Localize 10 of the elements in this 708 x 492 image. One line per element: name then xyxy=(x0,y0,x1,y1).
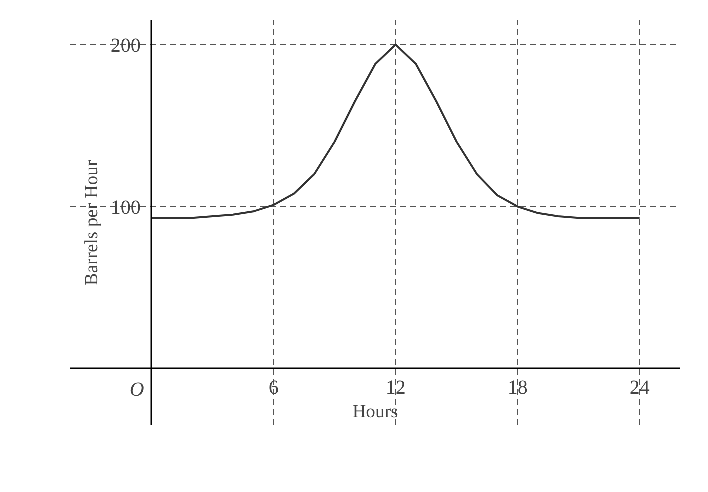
y-axis-title: Barrels per Hour xyxy=(82,160,102,286)
x-axis-title: Hours xyxy=(352,402,398,422)
x-tick-label: 24 xyxy=(630,376,650,399)
y-tick-label: 200 xyxy=(110,34,141,57)
x-tick-label: 12 xyxy=(386,376,406,399)
x-tick-label: 18 xyxy=(508,376,528,399)
x-tick-label: 6 xyxy=(268,376,279,399)
line-series xyxy=(150,44,641,220)
y-tick-label: 100 xyxy=(110,196,141,219)
annotation: O xyxy=(130,378,144,401)
